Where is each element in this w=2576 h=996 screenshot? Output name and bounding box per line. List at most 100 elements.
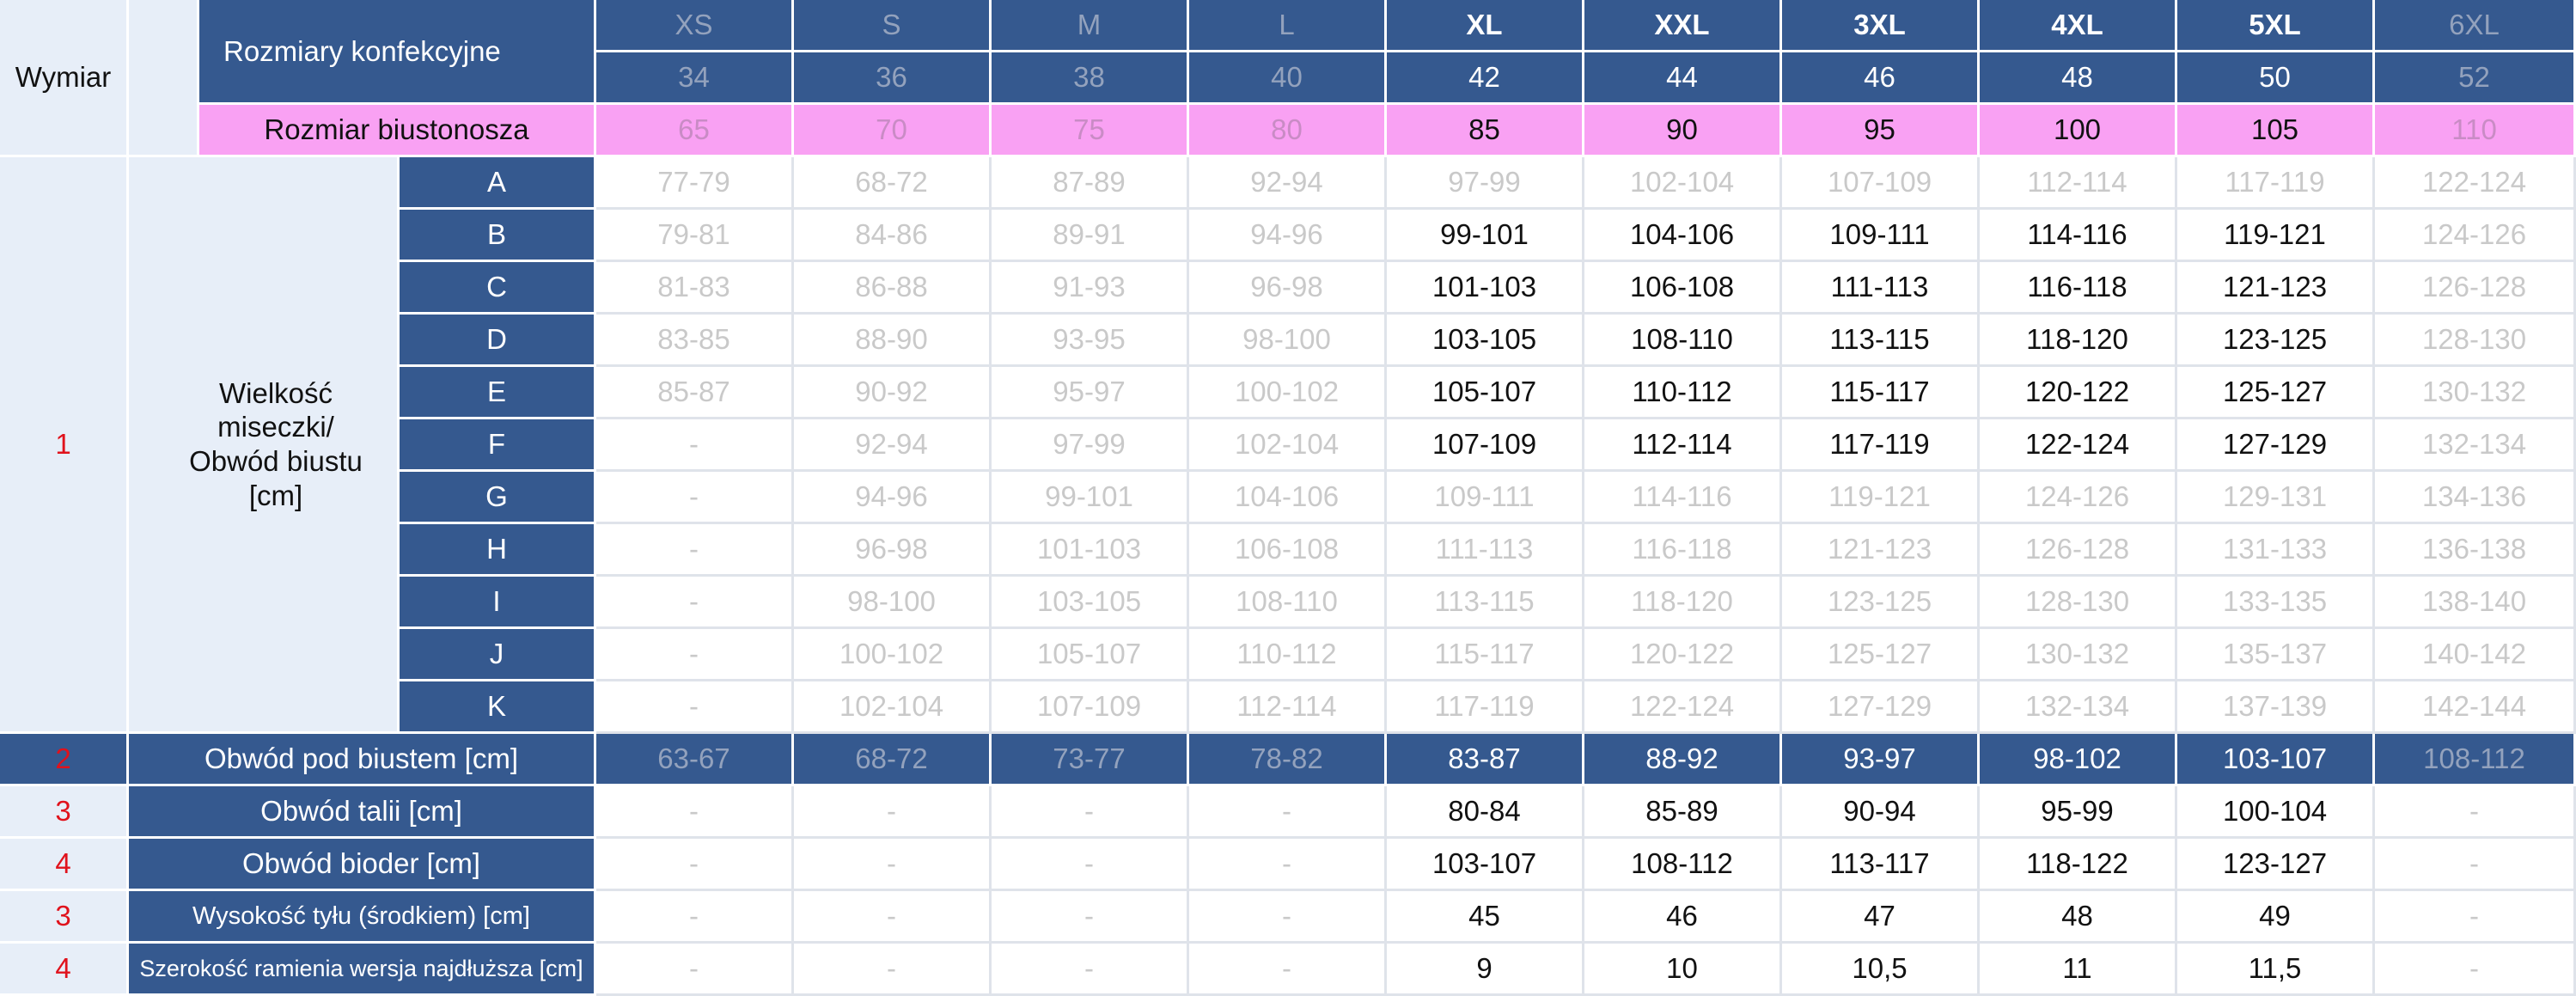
measure-label: Wysokość tyłu (środkiem) [cm] — [129, 891, 596, 944]
bust-value: 77-79 — [596, 157, 794, 210]
bust-value: 83-85 — [596, 315, 794, 367]
bust-value: 135-137 — [2177, 629, 2375, 681]
measure-value: 100-104 — [2177, 786, 2375, 839]
measure-value: - — [2375, 891, 2576, 944]
bust-value: 107-109 — [1782, 157, 1980, 210]
bust-value: 103-105 — [1387, 315, 1584, 367]
bust-value: 100-102 — [1189, 367, 1387, 419]
wymiar-header: Wymiar — [0, 0, 129, 157]
bust-value: 95-97 — [992, 367, 1189, 419]
bust-value: 99-101 — [1387, 210, 1584, 262]
bra-size-1: 70 — [794, 105, 992, 157]
measure-value: 123-127 — [2177, 839, 2375, 891]
bust-value: 140-142 — [2375, 629, 2576, 681]
bust-value: 68-72 — [794, 157, 992, 210]
size-number-4: 42 — [1387, 52, 1584, 105]
measure-value: 118-122 — [1980, 839, 2177, 891]
cup-label-G: G — [400, 472, 596, 524]
measure-value: 63-67 — [596, 734, 794, 786]
size-letter-3: L — [1189, 0, 1387, 52]
bust-value: 97-99 — [992, 419, 1189, 472]
measure-value: 10 — [1584, 944, 1782, 996]
bust-value: 94-96 — [1189, 210, 1387, 262]
bust-value: 128-130 — [1980, 577, 2177, 629]
measure-value: 88-92 — [1584, 734, 1782, 786]
cup-label-J: J — [400, 629, 596, 681]
measure-value: - — [2375, 839, 2576, 891]
bust-value: 112-114 — [1980, 157, 2177, 210]
bust-value: 113-115 — [1782, 315, 1980, 367]
measure-value: - — [794, 891, 992, 944]
bust-value: 90-92 — [794, 367, 992, 419]
bust-value: 98-100 — [1189, 315, 1387, 367]
bust-value: 107-109 — [1387, 419, 1584, 472]
measure-value: - — [992, 839, 1189, 891]
bust-value: 130-132 — [1980, 629, 2177, 681]
size-letter-6: 3XL — [1782, 0, 1980, 52]
bust-value: 101-103 — [992, 524, 1189, 577]
bust-value: 129-131 — [2177, 472, 2375, 524]
size-letter-8: 5XL — [2177, 0, 2375, 52]
bust-value: 137-139 — [2177, 681, 2375, 734]
measure-label: Obwód talii [cm] — [129, 786, 596, 839]
measure-row-number: 3 — [0, 891, 129, 944]
bra-size-7: 100 — [1980, 105, 2177, 157]
measure-value: 83-87 — [1387, 734, 1584, 786]
measure-value: - — [1189, 786, 1387, 839]
measure-value: - — [1189, 891, 1387, 944]
measure-value: 90-94 — [1782, 786, 1980, 839]
bust-value: 132-134 — [2375, 419, 2576, 472]
size-number-3: 40 — [1189, 52, 1387, 105]
bust-value: 138-140 — [2375, 577, 2576, 629]
bust-value: 126-128 — [2375, 262, 2576, 315]
bust-value: 122-124 — [1980, 419, 2177, 472]
bust-value: 124-126 — [1980, 472, 2177, 524]
measure-value: 78-82 — [1189, 734, 1387, 786]
bust-value: 86-88 — [794, 262, 992, 315]
bust-value: 125-127 — [2177, 367, 2375, 419]
size-letter-7: 4XL — [1980, 0, 2177, 52]
measure-value: 48 — [1980, 891, 2177, 944]
bust-value: 105-107 — [992, 629, 1189, 681]
bust-value: 108-110 — [1189, 577, 1387, 629]
measure-value: 10,5 — [1782, 944, 1980, 996]
measure-value: 47 — [1782, 891, 1980, 944]
size-letter-1: S — [794, 0, 992, 52]
measure-value: - — [992, 891, 1189, 944]
size-number-5: 44 — [1584, 52, 1782, 105]
bust-value: 92-94 — [1189, 157, 1387, 210]
bra-size-6: 95 — [1782, 105, 1980, 157]
bust-value: - — [596, 577, 794, 629]
bust-value: 104-106 — [1189, 472, 1387, 524]
measure-value: - — [992, 944, 1189, 996]
cup-label-F: F — [400, 419, 596, 472]
measure-row-number: 4 — [0, 839, 129, 891]
bust-value: 116-118 — [1584, 524, 1782, 577]
bust-value: 91-93 — [992, 262, 1189, 315]
bust-value: 102-104 — [794, 681, 992, 734]
size-number-8: 50 — [2177, 52, 2375, 105]
bust-value: 106-108 — [1584, 262, 1782, 315]
bust-value: 127-129 — [2177, 419, 2375, 472]
bust-value: 112-114 — [1189, 681, 1387, 734]
bust-value: 131-133 — [2177, 524, 2375, 577]
bust-value: 102-104 — [1584, 157, 1782, 210]
measure-value: - — [596, 891, 794, 944]
bra-size-4: 85 — [1387, 105, 1584, 157]
bust-value: 98-100 — [794, 577, 992, 629]
bust-value: 105-107 — [1387, 367, 1584, 419]
bra-size-0: 65 — [596, 105, 794, 157]
bust-value: 93-95 — [992, 315, 1189, 367]
measure-value: 11 — [1980, 944, 2177, 996]
measure-value: - — [794, 786, 992, 839]
size-letter-9: 6XL — [2375, 0, 2576, 52]
bust-value: 108-110 — [1584, 315, 1782, 367]
cup-label-K: K — [400, 681, 596, 734]
measure-value: - — [2375, 786, 2576, 839]
bust-value: 92-94 — [794, 419, 992, 472]
measure-value: 113-117 — [1782, 839, 1980, 891]
measure-value: - — [1189, 944, 1387, 996]
bust-value: - — [596, 681, 794, 734]
bust-value: 123-125 — [1782, 577, 1980, 629]
bust-value: 106-108 — [1189, 524, 1387, 577]
